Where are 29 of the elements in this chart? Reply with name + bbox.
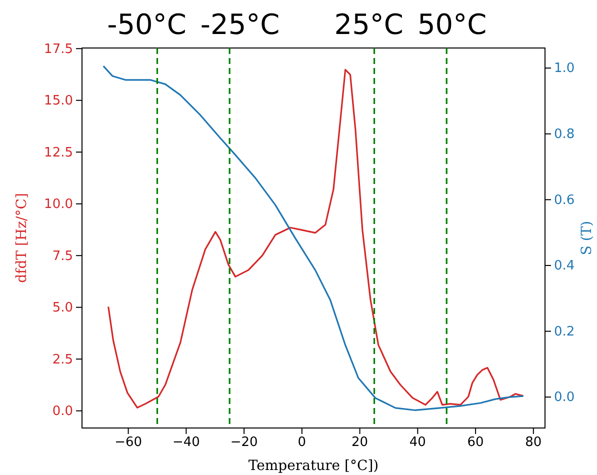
y-tick-label: 10.0 xyxy=(44,197,73,212)
y2-tick-label: 1.0 xyxy=(554,61,575,76)
y-tick-label: 15.0 xyxy=(44,94,73,109)
y-tick-label: 5.0 xyxy=(52,300,73,316)
x-axis-title: Temperature [°C]) xyxy=(248,458,379,474)
y-tick-label: 12.5 xyxy=(44,145,73,160)
y2-tick-label: 0.0 xyxy=(554,390,575,406)
y2-tick-label: 0.2 xyxy=(554,324,575,340)
ref-line-label: 50°C xyxy=(417,8,487,41)
x-tick-label: −60 xyxy=(114,435,142,450)
y2-axis-title: S (T) xyxy=(579,220,595,256)
y-tick-label: 17.5 xyxy=(44,42,73,57)
x-tick-label: 80 xyxy=(525,435,542,450)
x-tick-label: 20 xyxy=(352,435,368,450)
x-tick-label: 0 xyxy=(298,435,306,450)
y2-tick-label: 0.4 xyxy=(554,258,575,274)
x-tick-label: 40 xyxy=(409,435,426,450)
ref-line-label: 25°C xyxy=(334,8,404,41)
y2-tick-label: 0.8 xyxy=(554,127,575,142)
y2-tick-label: 0.6 xyxy=(554,192,575,208)
x-tick-label: −20 xyxy=(230,435,258,450)
y-tick-label: 0.0 xyxy=(52,404,73,419)
x-tick-label: −40 xyxy=(172,435,200,450)
x-tick-label: 60 xyxy=(467,435,484,450)
y-tick-label: 2.5 xyxy=(52,352,73,368)
y-axis-title: dfdT [Hz/°C] xyxy=(14,193,30,283)
y-tick-label: 7.5 xyxy=(52,248,73,264)
ref-line-label: -25°C xyxy=(200,8,280,41)
ref-line-label: -50°C xyxy=(107,8,186,41)
